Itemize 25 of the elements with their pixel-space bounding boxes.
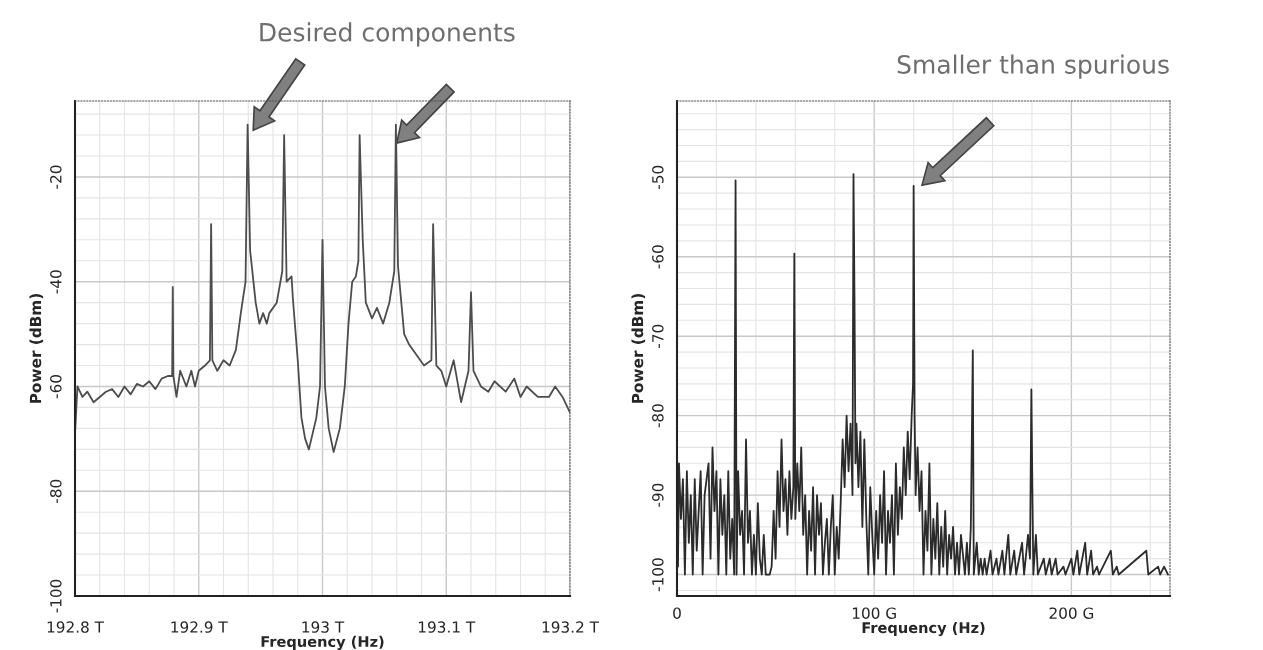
x-tick-label: 0 [673,607,681,619]
x-tick-label: 100 G [852,607,896,619]
y-tick-label: -100 [652,558,664,592]
x-tick-label: 192.9 T [171,621,228,633]
text: Smaller than spurious [897,54,1169,79]
y-tick-label: -60 [652,245,664,269]
y-tick-label: -100 [50,579,62,613]
x-tick-label: 193.1 T [418,621,476,633]
y-tick-label: -70 [652,324,664,348]
x-axis-title: Frequency (Hz) [261,635,384,650]
y-tick-label: -20 [50,165,62,189]
y-tick-label: -90 [652,483,664,507]
y-axis-title: Power (dBm) [631,294,646,403]
y-tick-label: -60 [50,375,62,399]
y-tick-label: -80 [652,404,664,428]
text: Desired components [260,22,515,47]
y-axis-title: Power (dBm) [29,294,44,403]
x-axis-title: Frequency (Hz) [862,621,985,637]
y-tick-label: -80 [50,479,62,503]
x-tick-label: 200 G [1049,607,1094,619]
y-tick-label: -50 [652,165,664,190]
x-tick-label: 193 T [302,621,345,633]
x-tick-label: 193.2 T [542,621,600,633]
y-tick-label: -40 [50,270,62,294]
x-tick-label: 192.8 T [47,621,105,633]
